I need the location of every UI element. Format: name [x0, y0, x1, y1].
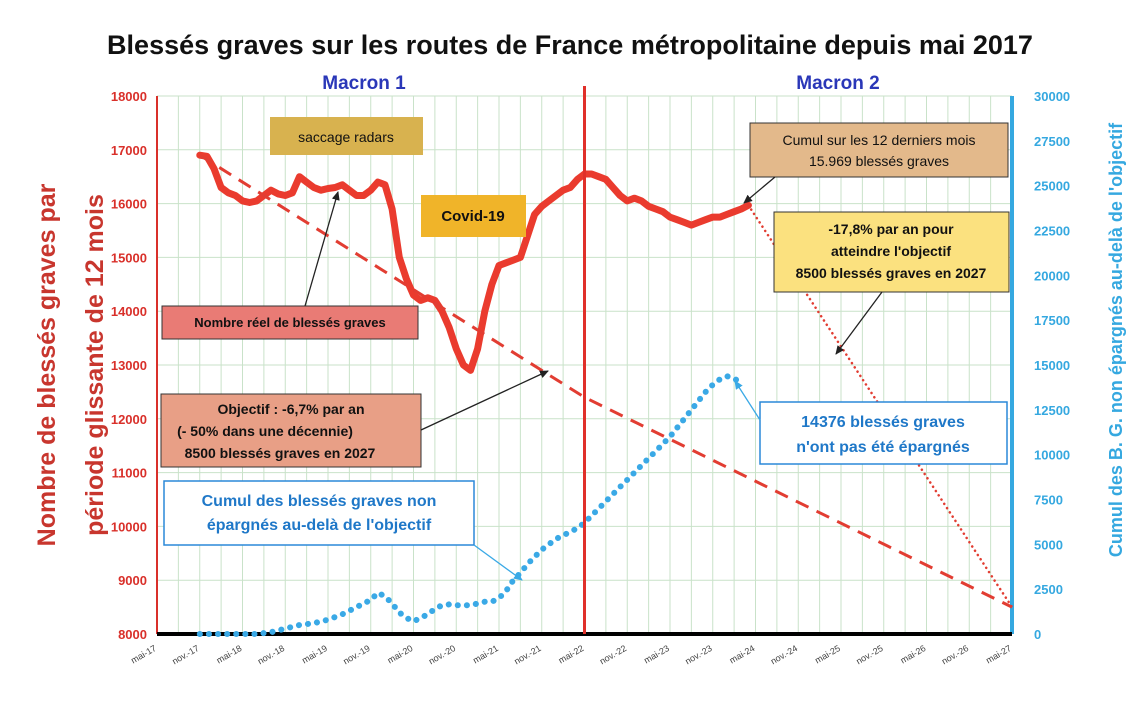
y-tick-label: 13000 [111, 358, 147, 373]
x-tick-label: mai-18 [215, 643, 244, 665]
x-tick-label: mai-17 [129, 643, 158, 665]
series-objective-line [199, 153, 1013, 609]
y2-tick-label: 30000 [1034, 89, 1070, 104]
x-tick-label: mai-20 [386, 643, 415, 665]
arrow-needed [835, 291, 883, 355]
y-tick-label: 15000 [111, 250, 147, 265]
annotation-covid: Covid-19 [421, 195, 526, 237]
y2-tick-label: 12500 [1034, 403, 1070, 418]
arrow-cumul12 [743, 176, 776, 204]
annotation-cumul12-line2: 15.969 blessés graves [809, 153, 949, 169]
y2-tick-label: 2500 [1034, 582, 1063, 597]
x-tick-label: mai-22 [557, 643, 586, 665]
left-tick-labels: 8000 9000 10000 11000 12000 13000 14000 15000 16… [111, 89, 147, 642]
annotation-reel: Nombre réel de blessés graves [161, 305, 419, 340]
right-tick-labels: 0 2500 5000 7500 10000 12500 15000 17500 20000 22… [1034, 89, 1070, 642]
x-tick-label: nov.-25 [854, 643, 884, 666]
x-tick-label: nov.-22 [598, 643, 628, 666]
annotation-cumul-label-line2: épargnés au-delà de l'objectif [207, 517, 432, 534]
annotation-cumul12-box [749, 122, 1009, 178]
annotation-reel-box [161, 305, 419, 340]
y2-tick-label: 17500 [1034, 313, 1070, 328]
y2-tick-label: 5000 [1034, 537, 1063, 552]
x-tick-label: nov.-26 [940, 643, 970, 666]
y2-tick-label: 15000 [1034, 358, 1070, 373]
y2-axis-title: Cumul des B. G. non épargnés au-delà de … [1106, 122, 1126, 557]
x-tick-label: nov.-20 [427, 643, 457, 666]
y2-tick-label: 10000 [1034, 448, 1070, 463]
y-tick-label: 16000 [111, 197, 147, 212]
annotation-not-spared: 14376 blessés graves n'ont pas été éparg… [759, 401, 1008, 465]
y-tick-label: 17000 [111, 143, 147, 158]
annotation-not-spared-line2: n'ont pas été épargnés [796, 439, 970, 456]
annotation-objectif-line2: (- 50% dans une décennie) [177, 423, 353, 439]
y-axis-title-line1: Nombre de blessés graves par [33, 183, 61, 546]
y2-tick-label: 20000 [1034, 268, 1070, 283]
x-tick-label: nov.-23 [683, 643, 713, 666]
chart-title: Blessés graves sur les routes de France … [107, 30, 1033, 60]
series-actual-line [196, 151, 752, 374]
annotation-radars-text: saccage radars [298, 129, 394, 145]
x-tick-label: mai-21 [471, 643, 500, 665]
x-tick-label: mai-24 [728, 643, 757, 665]
x-tick-label: mai-26 [899, 643, 928, 665]
y2-tick-label: 0 [1034, 627, 1041, 642]
arrow-reel [304, 191, 340, 307]
y-tick-label: 8000 [118, 627, 147, 642]
annotation-needed-line1: -17,8% par an pour [828, 221, 954, 237]
annotation-radars: saccage radars [270, 117, 423, 155]
x-tick-label: nov.-19 [341, 643, 371, 666]
annotation-needed: -17,8% par an pour atteindre l'objectif … [773, 211, 1010, 293]
annotation-objectif-line1: Objectif : -6,7% par an [217, 401, 364, 417]
x-tick-label: nov.-21 [512, 643, 542, 666]
annotation-covid-box [421, 195, 526, 237]
term-label-macron-1: Macron 1 [322, 73, 406, 94]
x-tick-labels: mai-17 nov.-17 mai-18 nov.-18 mai-19 nov.-19 m… [129, 643, 1013, 666]
y-tick-label: 10000 [111, 519, 147, 534]
annotation-needed-box [773, 211, 1010, 293]
annotation-needed-line3: 8500 blessés graves en 2027 [796, 265, 987, 281]
annotation-cumul12-line1: Cumul sur les 12 derniers mois [783, 132, 976, 148]
x-tick-label: mai-25 [813, 643, 842, 665]
annotation-cumul-label-box [163, 480, 475, 546]
y-tick-label: 12000 [111, 412, 147, 427]
y2-tick-label: 27500 [1034, 134, 1070, 149]
arrow-objectif [420, 370, 549, 431]
y-axis-title-line2: période glissante de 12 mois [81, 194, 109, 536]
annotation-cumul-label: Cumul des blessés graves non épargnés au… [163, 480, 475, 546]
annotation-radars-box [270, 117, 423, 155]
annotation-objectif-box [160, 393, 422, 468]
y-tick-label: 18000 [111, 89, 147, 104]
arrow-not-spared [734, 380, 761, 421]
annotation-covid-text: Covid-19 [441, 208, 504, 225]
annotation-reel-text: Nombre réel de blessés graves [194, 315, 386, 330]
annotation-cumul12: Cumul sur les 12 derniers mois 15.969 bl… [749, 122, 1009, 178]
annotation-not-spared-line1: 14376 blessés graves [801, 414, 965, 431]
y2-tick-label: 22500 [1034, 224, 1070, 239]
x-tick-label: nov.-17 [170, 643, 200, 666]
y-tick-label: 11000 [112, 466, 147, 481]
y2-tick-label: 7500 [1034, 493, 1063, 508]
annotation-objectif: Objectif : -6,7% par an (- 50% dans une … [160, 393, 422, 468]
x-tick-label: mai-19 [300, 643, 329, 665]
y2-tick-label: 25000 [1034, 179, 1070, 194]
annotation-cumul-label-line1: Cumul des blessés graves non [202, 493, 437, 510]
y-tick-label: 9000 [118, 573, 147, 588]
x-tick-label: nov.-18 [256, 643, 286, 666]
annotation-objectif-line3: 8500 blessés graves en 2027 [185, 445, 376, 461]
x-tick-label: mai-27 [984, 643, 1013, 665]
x-tick-label: nov.-24 [769, 643, 799, 666]
y-tick-label: 14000 [111, 304, 147, 319]
arrow-cumul-label [473, 544, 523, 581]
term-label-macron-2: Macron 2 [796, 73, 879, 94]
annotation-not-spared-box [759, 401, 1008, 465]
annotation-needed-line2: atteindre l'objectif [831, 243, 951, 259]
x-tick-label: mai-23 [642, 643, 671, 665]
